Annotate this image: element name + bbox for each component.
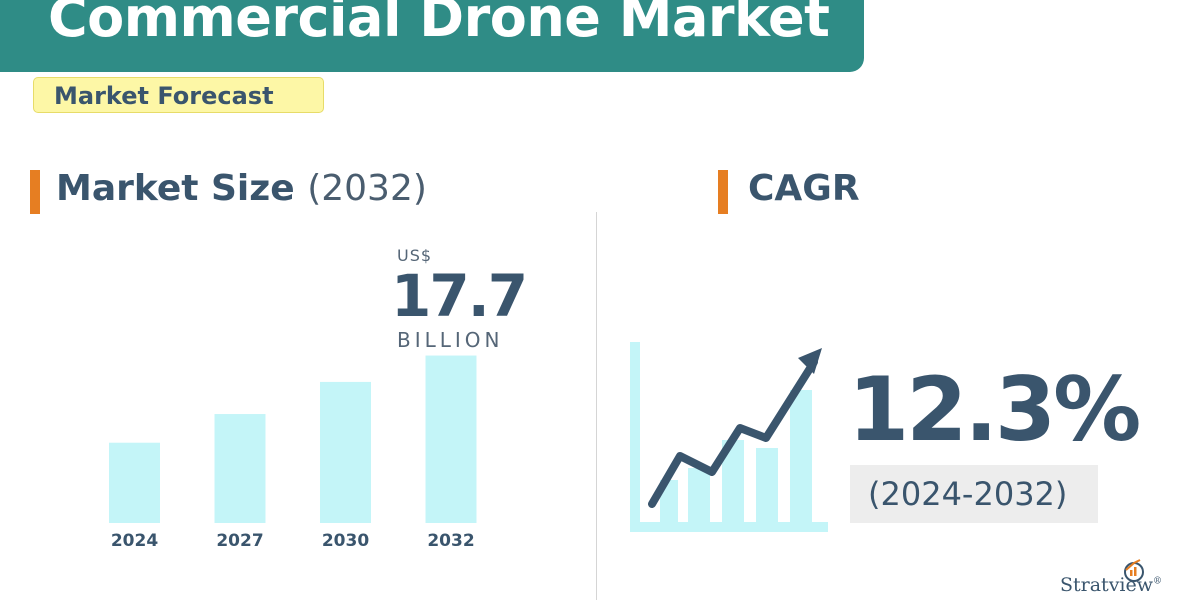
bar-2027 <box>214 414 266 523</box>
logo-text: Stratview® <box>1060 574 1162 596</box>
x-tick-label: 2027 <box>216 531 263 551</box>
market-size-bar-chart: 2024 2027 2030 2032 <box>109 355 477 551</box>
x-tick-label: 2024 <box>111 531 158 551</box>
icon-bar <box>790 390 812 522</box>
forecast-badge: Market Forecast <box>33 77 324 113</box>
forecast-badge-label: Market Forecast <box>54 82 274 110</box>
bar-2032 <box>425 355 477 523</box>
section-divider <box>596 212 597 600</box>
icon-axis-vertical <box>630 342 640 532</box>
currency-label: US$ <box>397 246 433 265</box>
bar-2030 <box>320 381 371 523</box>
registered-mark: ® <box>1153 576 1163 587</box>
stratview-logo: Stratview® <box>1060 556 1190 596</box>
icon-bar <box>688 468 710 522</box>
market-size-accent-bar <box>30 170 40 214</box>
market-size-value: 17.7 <box>391 262 528 330</box>
market-size-heading-text: Market Size <box>56 168 295 209</box>
market-size-heading-year: (2032) <box>307 168 427 209</box>
rising-line-chart-icon <box>630 342 828 532</box>
icon-trend-line <box>648 358 818 508</box>
title-banner: Commercial Drone Market <box>0 0 864 72</box>
icon-bar <box>722 440 744 522</box>
x-tick-label: 2032 <box>427 531 474 551</box>
icon-bar <box>756 448 778 522</box>
cagr-heading: CAGR <box>748 168 860 209</box>
unit-label: BILLION <box>397 328 504 352</box>
cagr-value: 12.3% <box>848 358 1141 461</box>
cagr-accent-bar <box>718 170 728 214</box>
logo-chart-icon <box>1124 559 1144 582</box>
x-tick-label: 2030 <box>322 531 369 551</box>
icon-axis-horizontal <box>630 522 828 532</box>
market-size-heading: Market Size (2032) <box>56 168 427 209</box>
cagr-period-box: (2024-2032) <box>850 465 1098 523</box>
logo-wordmark: Stratview <box>1060 574 1154 596</box>
page-title: Commercial Drone Market <box>48 0 830 49</box>
icon-arrowhead <box>798 348 822 374</box>
cagr-period: (2024-2032) <box>868 475 1068 513</box>
bar-2024 <box>109 442 160 523</box>
